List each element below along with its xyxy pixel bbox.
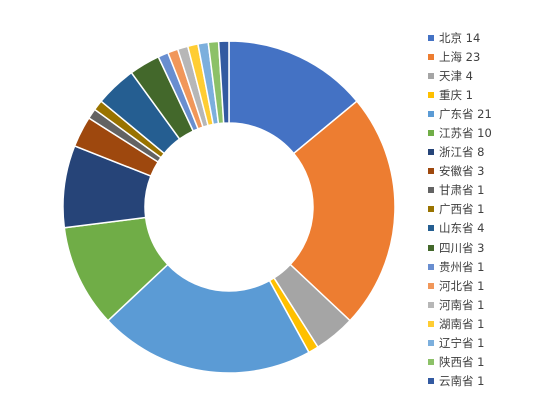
legend-swatch [428, 359, 434, 366]
legend-swatch [428, 187, 434, 194]
donut-slice-19 [217, 40, 230, 124]
legend-label: 广东省 21 [439, 106, 492, 121]
legend-label: 浙江省 8 [439, 145, 485, 160]
legend-swatch [428, 244, 434, 251]
legend-label: 河北省 1 [439, 278, 485, 293]
legend-label: 贵州省 1 [439, 259, 485, 274]
legend-item: 广东省 21 [428, 104, 536, 123]
legend-label: 四川省 3 [439, 240, 485, 255]
legend-item: 安徽省 3 [428, 162, 536, 181]
legend-item: 上海 23 [428, 47, 536, 66]
legend-item: 四川省 3 [428, 238, 536, 257]
legend-swatch [428, 301, 434, 308]
legend-swatch [428, 206, 434, 213]
legend-swatch [428, 53, 434, 60]
legend-label: 湖南省 1 [439, 316, 485, 331]
legend-item: 陕西省 1 [428, 353, 536, 372]
donut-slice-5 [106, 263, 310, 374]
legend-label: 河南省 1 [439, 297, 485, 312]
legend-swatch [428, 34, 434, 41]
legend-label: 上海 23 [439, 49, 481, 64]
legend-item: 北京 14 [428, 28, 536, 47]
legend-swatch [428, 130, 434, 137]
legend-label: 山东省 4 [439, 221, 485, 236]
legend-label: 广西省 1 [439, 202, 485, 217]
legend-swatch [428, 320, 434, 327]
legend-swatch [428, 282, 434, 289]
legend-swatch [428, 149, 434, 156]
legend-swatch [428, 378, 434, 385]
legend-item: 辽宁省 1 [428, 334, 536, 353]
legend-item: 贵州省 1 [428, 257, 536, 276]
legend-item: 湖南省 1 [428, 314, 536, 333]
donut-slices [62, 40, 396, 374]
legend-label: 辽宁省 1 [439, 336, 485, 351]
legend-item: 河南省 1 [428, 295, 536, 314]
legend-swatch [428, 225, 434, 232]
legend-label: 江苏省 10 [439, 126, 492, 141]
legend-item: 广西省 1 [428, 200, 536, 219]
legend-label: 北京 14 [439, 30, 481, 45]
legend-item: 云南省 1 [428, 372, 536, 391]
legend-item: 甘肃省 1 [428, 181, 536, 200]
donut-slice-2 [289, 100, 396, 322]
legend-label: 安徽省 3 [439, 164, 485, 179]
legend-swatch [428, 168, 434, 175]
legend-label: 陕西省 1 [439, 355, 485, 370]
legend-swatch [428, 340, 434, 347]
legend-item: 天津 4 [428, 66, 536, 85]
legend-swatch [428, 91, 434, 98]
legend-label: 重庆 1 [439, 87, 473, 102]
legend-item: 山东省 4 [428, 219, 536, 238]
legend-swatch [428, 72, 434, 79]
legend-label: 云南省 1 [439, 374, 485, 389]
legend-label: 天津 4 [439, 68, 473, 83]
legend-swatch [428, 263, 434, 270]
legend-swatch [428, 110, 434, 117]
chart-legend: 北京 14 上海 23 天津 4 重庆 1 广东省 21 江苏省 10 浙江省 8 安徽省 3… [428, 28, 536, 391]
legend-item: 江苏省 10 [428, 123, 536, 142]
legend-item: 浙江省 8 [428, 143, 536, 162]
legend-label: 甘肃省 1 [439, 183, 485, 198]
legend-item: 河北省 1 [428, 276, 536, 295]
legend-item: 重庆 1 [428, 85, 536, 104]
